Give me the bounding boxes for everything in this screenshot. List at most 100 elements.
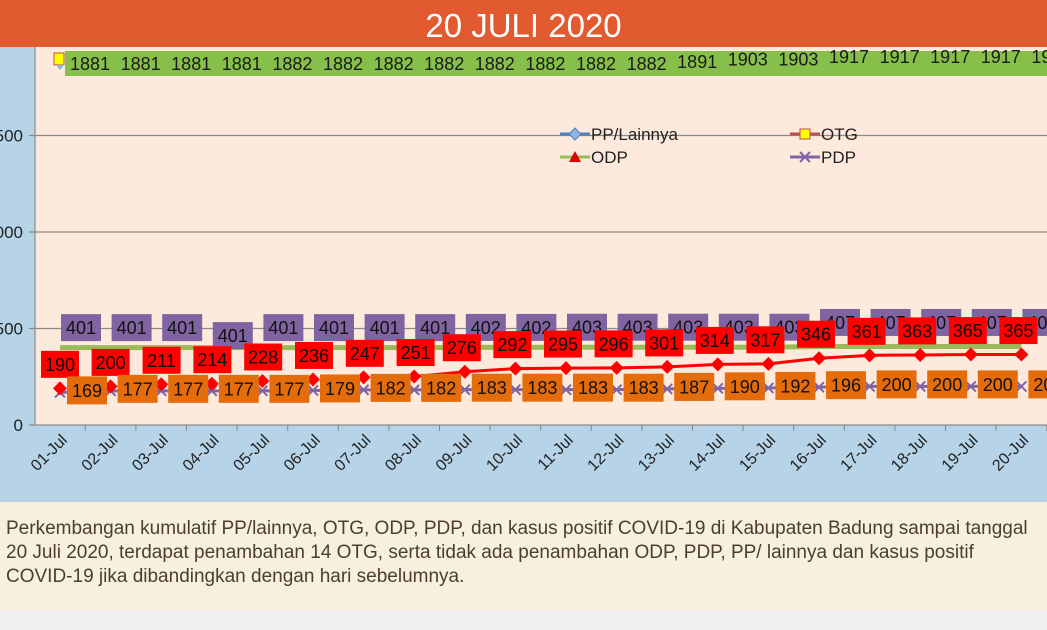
x-tick-label: 08-Jul <box>382 432 425 475</box>
positive-marker <box>559 361 573 376</box>
pdp-data-label: 200 <box>932 375 962 395</box>
pdp-marker <box>863 380 876 393</box>
otg-data-label: 1917 <box>880 47 920 67</box>
odp-data-label-box <box>111 314 152 342</box>
pdp-data-label-box <box>269 374 310 403</box>
positive-marker <box>508 361 523 376</box>
odp-data-label: 401 <box>66 318 96 338</box>
positive-data-label-box <box>91 348 130 376</box>
pdp-marker <box>408 384 420 396</box>
legend-label: OTG <box>821 125 858 144</box>
otg-data-label: 1882 <box>323 54 363 74</box>
pdp-data-label: 183 <box>527 378 557 398</box>
positive-data-label: 251 <box>401 343 431 363</box>
pdp-data-label: 182 <box>376 378 406 398</box>
positive-marker <box>812 351 826 366</box>
x-tick-label: 02-Jul <box>79 432 122 475</box>
y-tick-label: 1000 <box>0 223 23 242</box>
otg-data-label: 1882 <box>475 54 515 74</box>
positive-data-label: 228 <box>248 347 278 367</box>
pdp-data-label-box <box>977 370 1018 399</box>
positive-data-label: 363 <box>902 321 932 341</box>
pdp-data-label-box <box>370 373 411 402</box>
positive-marker <box>913 347 928 362</box>
positive-marker <box>407 369 422 384</box>
otg-data-label: 1882 <box>272 54 312 74</box>
odp-data-label: 401 <box>370 318 400 338</box>
otg-data-label: 1881 <box>222 54 262 74</box>
pdp-marker <box>712 382 724 395</box>
otg-data-label: 1882 <box>424 54 464 74</box>
positive-data-label: 200 <box>96 353 126 373</box>
positive-marker <box>710 357 725 372</box>
legend-diamond-icon <box>568 127 582 141</box>
positive-data-label-box <box>695 326 734 354</box>
pdp-data-label-box <box>168 374 209 403</box>
pdp-data-label: 177 <box>173 379 203 399</box>
positive-data-label-box <box>295 341 333 369</box>
x-tick-label: 14-Jul <box>686 432 729 475</box>
positive-data-label: 301 <box>649 333 679 353</box>
pdp-data-label-box <box>674 372 715 401</box>
pdp-marker <box>610 383 623 396</box>
positive-data-label: 365 <box>1003 321 1033 341</box>
positive-data-label-box <box>544 330 582 358</box>
pdp-data-label: 183 <box>629 378 659 398</box>
pdp-data-label-box <box>421 373 462 402</box>
pdp-data-label: 177 <box>224 379 254 399</box>
otg-data-label: 1881 <box>70 54 110 74</box>
positive-marker <box>255 373 270 388</box>
pdp-data-label: 190 <box>730 377 760 397</box>
positive-data-label: 190 <box>45 355 75 375</box>
positive-data-label-box <box>797 320 835 348</box>
positive-data-label-box <box>244 343 283 371</box>
pdp-data-label: 169 <box>72 381 102 401</box>
pdp-data-label: 177 <box>123 379 153 399</box>
positive-marker <box>53 381 67 396</box>
pdp-data-label-box <box>775 371 816 400</box>
x-tick-label: 04-Jul <box>180 432 223 475</box>
header-title: 20 JULI 2020 <box>425 7 622 44</box>
pdp-data-label-box <box>471 373 512 402</box>
line-chart: 0 500 1000 1500 01-Jul02-Jul03-Jul04-Jul05-J… <box>0 47 1047 475</box>
pdp-data-label: 200 <box>983 375 1013 395</box>
positive-data-label: 295 <box>548 335 578 355</box>
positive-marker <box>862 348 877 363</box>
odp-data-label-box <box>61 314 101 342</box>
pdp-data-label: 183 <box>578 378 608 398</box>
x-tick-label: 12-Jul <box>585 432 628 475</box>
positive-data-label-box <box>396 339 435 367</box>
pdp-marker <box>813 381 825 393</box>
otg-data-label: 1882 <box>576 54 616 74</box>
positive-data-label: 365 <box>953 321 983 341</box>
x-tick-label: 17-Jul <box>838 432 881 475</box>
positive-data-label-box <box>41 350 79 378</box>
positive-data-label: 296 <box>599 334 629 354</box>
odp-data-label-box <box>364 314 405 342</box>
positive-data-label: 247 <box>350 344 380 364</box>
otg-data-label: 1917 <box>829 47 869 67</box>
positive-data-label: 346 <box>801 325 831 345</box>
positive-data-label-box <box>948 317 987 345</box>
positive-marker <box>1014 347 1029 362</box>
x-tick-label: 13-Jul <box>635 432 678 475</box>
positive-data-label: 236 <box>299 346 329 366</box>
positive-marker <box>306 372 320 387</box>
otg-data-label: 1903 <box>728 50 768 70</box>
x-tick-label: 01-Jul <box>28 432 71 475</box>
pdp-data-label-box <box>117 374 158 403</box>
positive-marker <box>963 347 978 362</box>
positive-marker <box>204 376 219 391</box>
pdp-marker <box>509 383 522 396</box>
chart-area: 0 500 1000 1500 01-Jul02-Jul03-Jul04-Jul05-J… <box>0 47 1047 502</box>
pdp-data-label-box <box>522 373 563 402</box>
otg-label-band <box>65 51 1047 76</box>
odp-data-label: 401 <box>319 318 349 338</box>
legend-x-icon <box>799 151 811 163</box>
positive-marker <box>103 379 118 394</box>
otg-data-label: 1881 <box>121 54 161 74</box>
legend-square-icon <box>799 128 811 140</box>
pdp-data-label: 183 <box>477 378 507 398</box>
x-tick-label: 06-Jul <box>281 432 324 475</box>
pdp-marker <box>206 385 218 397</box>
